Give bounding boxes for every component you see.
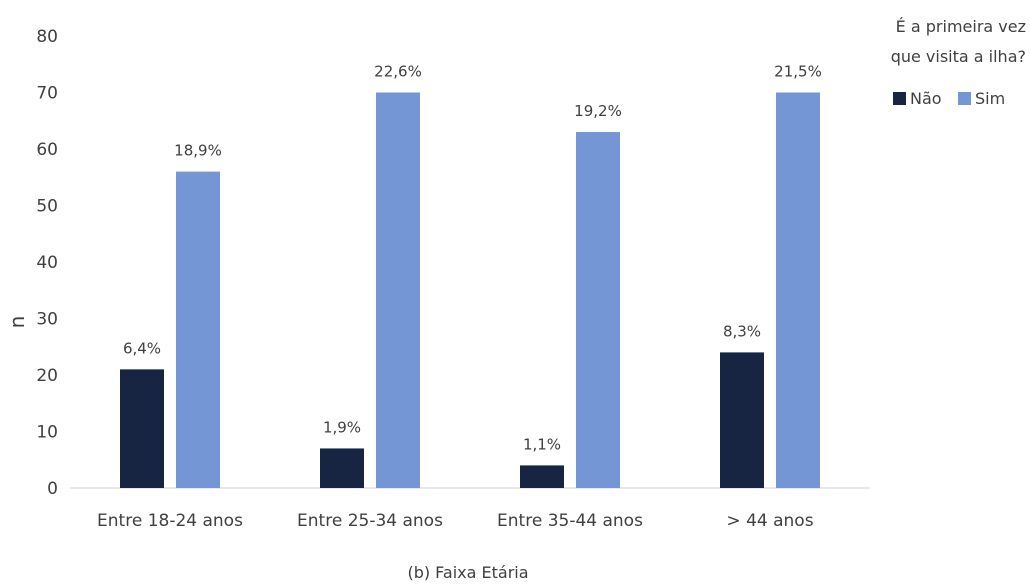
x-axis-caption: (b) Faixa Etária xyxy=(407,563,528,582)
data-label-sim-2: 22,6% xyxy=(374,63,422,81)
data-label-sim-1: 18,9% xyxy=(174,142,222,160)
y-tick-label: 40 xyxy=(36,253,58,273)
y-axis-label: n xyxy=(5,316,29,329)
y-tick-label: 80 xyxy=(36,27,58,47)
legend-label-sim: Sim xyxy=(975,89,1005,108)
legend-swatch-nao xyxy=(893,92,906,105)
legend: É a primeira vez que visita a ilha? Não … xyxy=(891,17,1026,108)
bar-nao-1 xyxy=(120,369,164,488)
y-tick-label: 30 xyxy=(36,310,58,330)
bar-nao-4 xyxy=(720,352,764,488)
legend-label-nao: Não xyxy=(910,89,942,108)
x-category-label: Entre 18-24 anos xyxy=(97,511,243,531)
bar-nao-3 xyxy=(520,465,564,488)
x-category-label: Entre 35-44 anos xyxy=(497,511,643,531)
data-label-nao-2: 1,9% xyxy=(323,418,361,436)
data-labels: 6,4% 18,9% 1,9% 22,6% 1,1% 19,2% 8,3% 21,5% xyxy=(123,63,822,454)
data-label-sim-3: 19,2% xyxy=(574,102,622,120)
bar-sim-3 xyxy=(576,132,620,489)
data-label-sim-4: 21,5% xyxy=(774,63,822,81)
bar-sim-4 xyxy=(776,92,820,488)
data-label-nao-1: 6,4% xyxy=(123,339,161,357)
bar-sim-2 xyxy=(376,92,420,488)
data-label-nao-3: 1,1% xyxy=(523,435,561,453)
y-tick-label: 50 xyxy=(36,197,58,217)
y-tick-label: 70 xyxy=(36,84,58,104)
x-category-label: > 44 anos xyxy=(726,511,813,531)
data-label-nao-4: 8,3% xyxy=(723,322,761,340)
x-axis-categories: Entre 18-24 anos Entre 25-34 anos Entre 35… xyxy=(97,511,814,531)
y-tick-label: 20 xyxy=(36,366,58,386)
y-tick-label: 0 xyxy=(47,479,58,499)
bar-nao-2 xyxy=(320,448,364,488)
legend-title-line-1: É a primeira vez xyxy=(896,17,1026,36)
y-axis-ticks: 0 10 20 30 40 50 60 70 80 xyxy=(36,27,58,499)
x-category-label: Entre 25-34 anos xyxy=(297,511,443,531)
y-tick-label: 10 xyxy=(36,423,58,443)
y-tick-label: 60 xyxy=(36,140,58,160)
bars xyxy=(120,92,820,489)
legend-title-line-2: que visita a ilha? xyxy=(891,47,1026,66)
legend-swatch-sim xyxy=(958,92,971,105)
bar-sim-1 xyxy=(176,171,220,488)
